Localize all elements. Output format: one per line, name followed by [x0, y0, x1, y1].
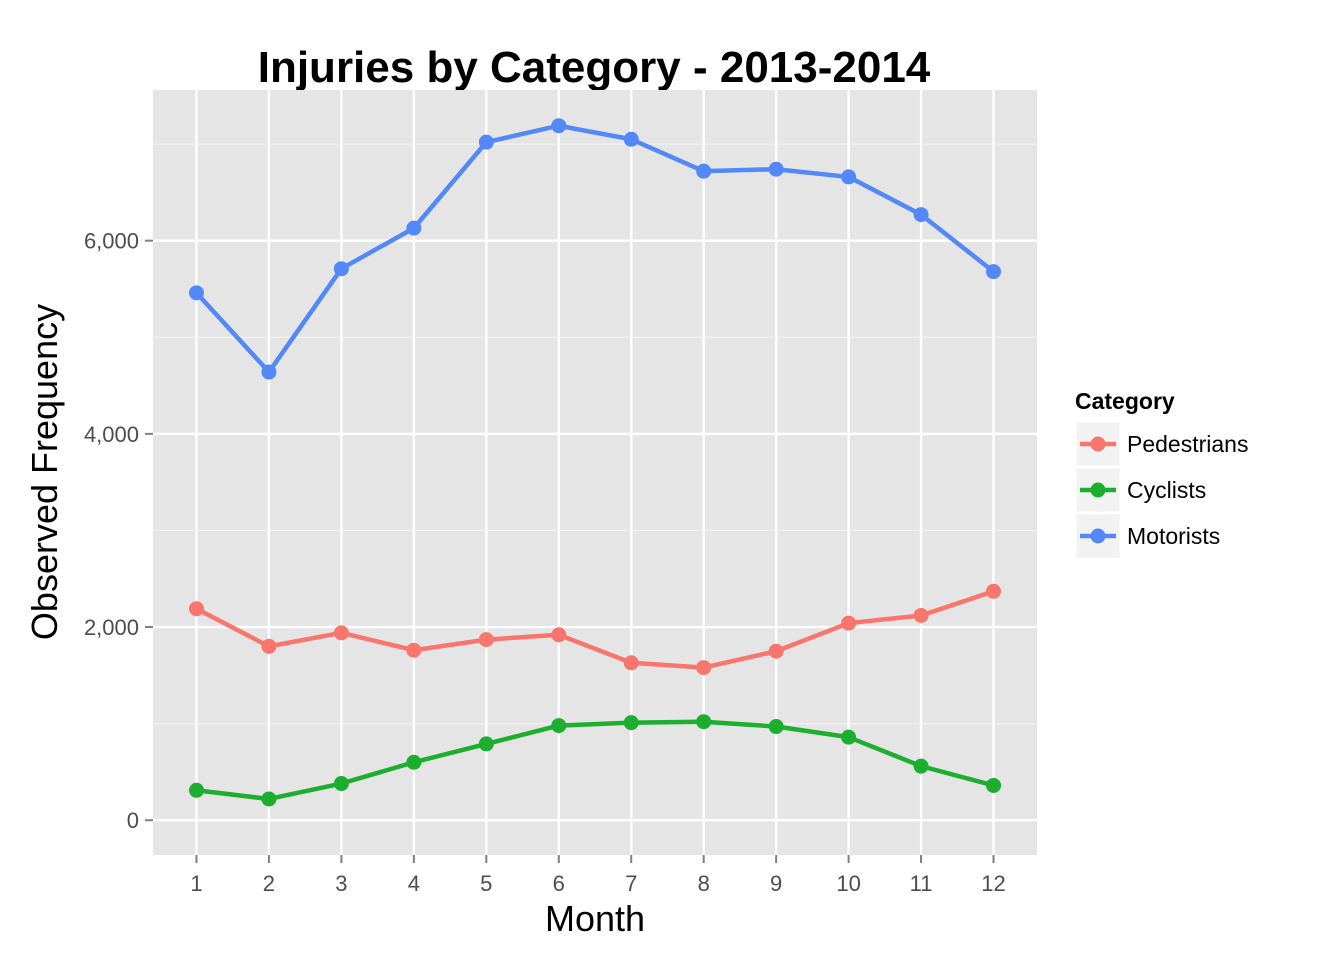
- y-tick-label: 2,000: [84, 615, 139, 640]
- data-point-motorists: [333, 261, 349, 277]
- legend-title: Category: [1075, 388, 1175, 414]
- data-point-motorists: [551, 118, 567, 134]
- series-line-pedestrians: [194, 589, 996, 670]
- data-point-pedestrians: [188, 601, 204, 617]
- data-point-motorists: [623, 131, 639, 147]
- data-point-cyclists: [768, 719, 784, 735]
- series-line-motorists: [194, 123, 996, 375]
- y-tick-label: 6,000: [84, 229, 139, 254]
- y-axis-ticks: 0 2,000 4,000 6,000: [84, 229, 153, 833]
- x-tick-label: 2: [263, 871, 275, 896]
- data-point-cyclists: [551, 718, 567, 734]
- x-tick-label: 9: [770, 871, 782, 896]
- data-point-pedestrians: [623, 655, 639, 671]
- legend: Category Pedestrians Cyclists Motorists: [1075, 388, 1248, 559]
- data-point-pedestrians: [696, 660, 712, 676]
- data-point-cyclists: [188, 782, 204, 798]
- legend-label-motorists: Motorists: [1127, 523, 1220, 549]
- plot-panel: [153, 90, 1037, 855]
- y-tick-label: 0: [127, 808, 139, 833]
- minor-gridlines: [153, 143, 1037, 725]
- data-point-motorists: [478, 134, 494, 150]
- x-tick-label: 12: [981, 871, 1005, 896]
- x-tick-label: 7: [625, 871, 637, 896]
- x-tick-label: 3: [335, 871, 347, 896]
- data-point-pedestrians: [841, 615, 857, 631]
- data-point-cyclists: [696, 714, 712, 730]
- x-tick-label: 6: [553, 871, 565, 896]
- x-tick-label: 11: [910, 871, 933, 896]
- data-point-cyclists: [261, 791, 277, 807]
- data-point-motorists: [913, 207, 929, 223]
- y-tick-label: 4,000: [84, 422, 139, 447]
- legend-label-pedestrians: Pedestrians: [1127, 431, 1248, 457]
- data-point-cyclists: [841, 729, 857, 745]
- data-point-motorists: [841, 169, 857, 185]
- data-point-motorists: [768, 161, 784, 177]
- chart-title: Injuries by Category - 2013-2014: [258, 43, 931, 92]
- x-tick-label: 8: [698, 871, 710, 896]
- legend-point-motorists: [1090, 528, 1106, 544]
- data-point-pedestrians: [551, 627, 567, 643]
- data-point-motorists: [986, 264, 1002, 280]
- data-point-pedestrians: [478, 632, 494, 648]
- data-point-pedestrians: [406, 642, 422, 658]
- legend-point-cyclists: [1090, 482, 1106, 498]
- x-axis-ticks: 1 2 3 4 5 6 7 8 9 10 11 12: [190, 855, 1006, 896]
- data-point-pedestrians: [913, 607, 929, 623]
- data-point-motorists: [406, 220, 422, 236]
- data-point-cyclists: [986, 777, 1002, 793]
- x-tick-label: 1: [190, 871, 202, 896]
- series-line-cyclists: [194, 719, 996, 802]
- x-axis-title: Month: [545, 898, 645, 939]
- data-point-pedestrians: [333, 625, 349, 641]
- data-point-cyclists: [913, 758, 929, 774]
- data-point-pedestrians: [986, 583, 1002, 599]
- data-point-cyclists: [406, 754, 422, 770]
- legend-label-cyclists: Cyclists: [1127, 477, 1206, 503]
- data-point-pedestrians: [768, 643, 784, 659]
- x-tick-label: 4: [408, 871, 420, 896]
- data-point-cyclists: [333, 776, 349, 792]
- major-gridlines: [153, 90, 1037, 855]
- data-point-motorists: [696, 163, 712, 179]
- x-tick-label: 10: [836, 871, 860, 896]
- data-point-motorists: [261, 364, 277, 380]
- legend-point-pedestrians: [1090, 436, 1106, 452]
- data-point-pedestrians: [261, 638, 277, 654]
- x-tick-label: 5: [480, 871, 492, 896]
- series-layer: [188, 118, 1002, 807]
- y-axis-title: Observed Frequency: [24, 304, 65, 640]
- data-point-cyclists: [478, 736, 494, 752]
- data-point-motorists: [188, 285, 204, 301]
- data-point-cyclists: [623, 715, 639, 731]
